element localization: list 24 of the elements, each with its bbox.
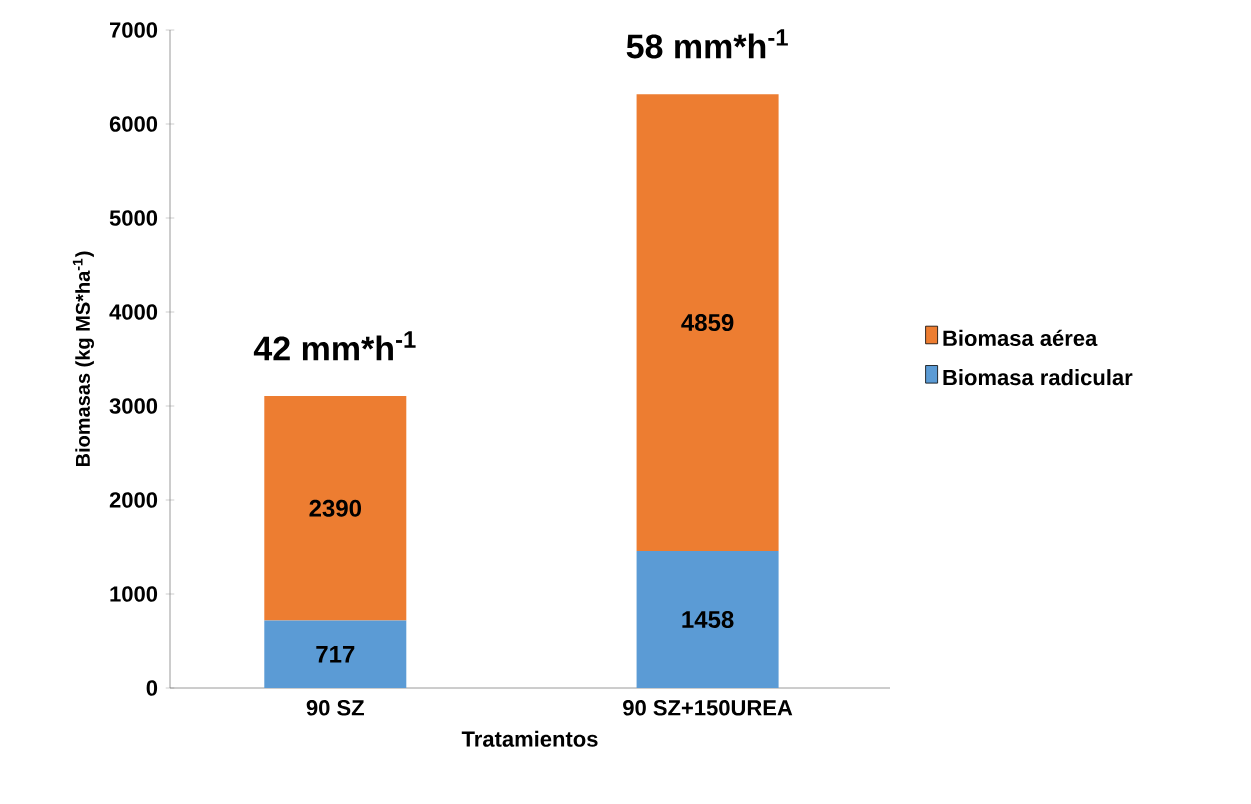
- x-tick-label: 90 SZ: [306, 700, 364, 716]
- y-tick-label: 0: [146, 680, 158, 696]
- y-tick-label: 3000: [109, 398, 158, 414]
- data-label: 717: [316, 646, 355, 663]
- y-tick-label: 1000: [110, 586, 158, 602]
- bar: [636, 94, 779, 551]
- bar: [264, 395, 407, 621]
- x-tick-label: 90 SZ+150UREA: [623, 700, 793, 716]
- data-label: 2390: [309, 499, 361, 517]
- y-tick-label: 7000: [110, 22, 158, 38]
- legend-label: Biomasa aérea: [943, 329, 1098, 347]
- data-label: 4859: [681, 314, 734, 332]
- y-axis-title: Biomasas (kg MS*ha$^{-1}$): [72, 251, 94, 467]
- x-axis-title: Tratamientos: [461, 730, 598, 747]
- y-tick-label: 5000: [109, 210, 158, 226]
- bar: [636, 550, 779, 688]
- legend-label: Biomasa radicular: [943, 369, 1133, 386]
- annotation: 42 mm*h$^{-1}$: [253, 331, 416, 361]
- data-label: 1458: [682, 610, 734, 628]
- y-tick-label: 2000: [109, 492, 158, 508]
- y-tick-label: 4000: [109, 304, 158, 320]
- annotation: 58 mm*h$^{-1}$: [626, 29, 788, 59]
- bar: [264, 620, 407, 688]
- y-tick-label: 6000: [109, 116, 158, 132]
